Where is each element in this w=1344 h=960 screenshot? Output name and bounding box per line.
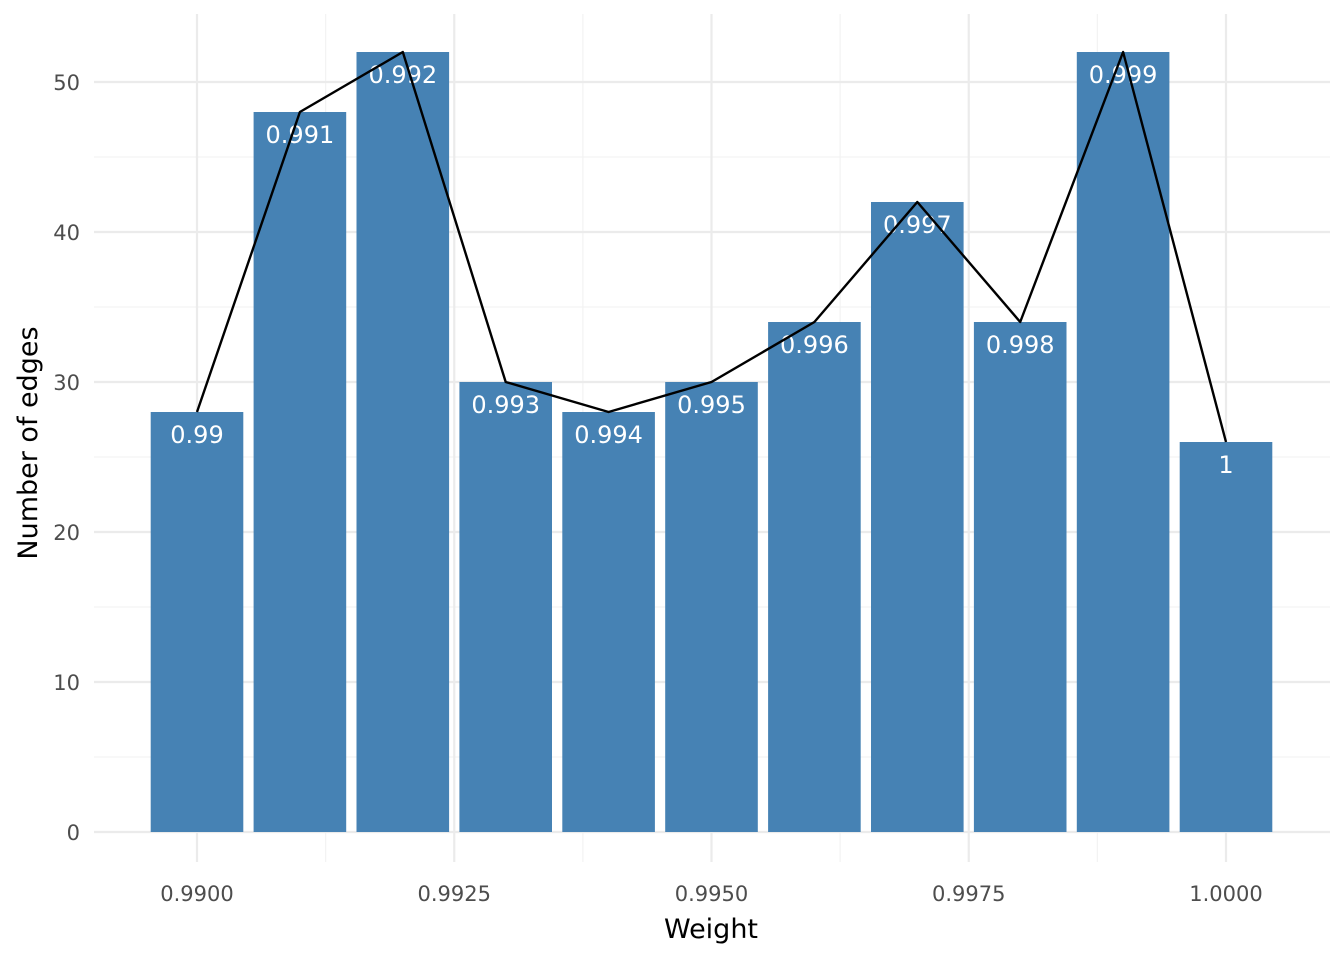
y-tick-label: 0	[67, 821, 80, 845]
y-tick-label: 10	[53, 671, 80, 695]
bar	[665, 382, 758, 832]
bar	[871, 202, 964, 832]
x-tick-label: 0.9925	[418, 882, 491, 906]
bar-value-label: 0.995	[677, 391, 746, 419]
bar	[253, 112, 347, 832]
bar	[150, 412, 244, 832]
trend-line	[195, 50, 1228, 443]
x-tick-label: 0.9975	[932, 882, 1005, 906]
y-tick-label: 40	[53, 221, 80, 245]
y-axis-ticks: 0 10 20 30 40 50	[53, 71, 80, 845]
y-axis-title: Number of edges	[13, 326, 44, 559]
bar-value-label: 0.993	[471, 391, 540, 419]
bar-value-label: 0.99	[170, 421, 223, 449]
trend-line-layer	[195, 50, 1228, 443]
bar-value-label: 0.998	[986, 331, 1055, 359]
x-tick-label: 0.9900	[160, 882, 233, 906]
bar	[356, 52, 450, 832]
y-tick-label: 20	[53, 521, 80, 545]
bar-value-label: 1	[1218, 451, 1233, 479]
y-tick-label: 50	[53, 71, 80, 95]
bar	[973, 322, 1067, 832]
bar	[1076, 52, 1170, 832]
y-tick-label: 30	[53, 371, 80, 395]
bar	[768, 322, 861, 832]
bar-value-label: 0.991	[266, 121, 335, 149]
bars	[150, 52, 1273, 832]
x-tick-label: 0.9950	[675, 882, 748, 906]
x-axis-ticks: 0.9900 0.9925 0.9950 0.9975 1.0000	[160, 882, 1262, 906]
bar-labels: 0.990.9910.9920.9930.9940.9950.9960.9970…	[170, 61, 1233, 479]
bar-value-label: 0.999	[1089, 61, 1158, 89]
x-tick-label: 1.0000	[1189, 882, 1262, 906]
bar	[459, 382, 552, 832]
x-axis-title: Weight	[664, 914, 758, 945]
bar	[1179, 442, 1273, 832]
bar-value-label: 0.994	[574, 421, 643, 449]
bar	[562, 412, 655, 832]
bar-value-label: 0.997	[883, 211, 952, 239]
